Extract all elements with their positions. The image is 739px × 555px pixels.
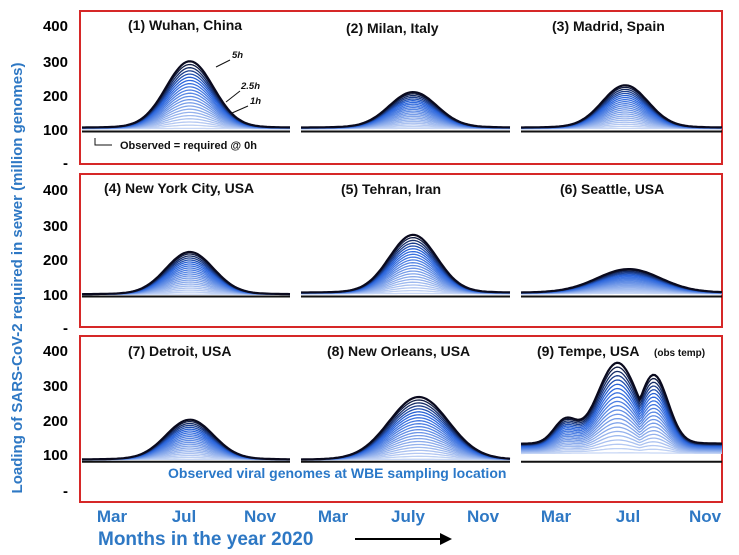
series-line-panel-7 (81, 437, 290, 461)
panel-title-1: (1) Wuhan, China (128, 17, 242, 33)
annotation-2-5h: 2.5h (240, 81, 260, 92)
y-axis-title: Loading of SARS-CoV-2 required in sewer … (9, 63, 26, 494)
series-line-panel-8 (300, 395, 511, 461)
observed-genomes-note: Observed viral genomes at WBE sampling l… (168, 465, 506, 481)
y-tick-100: 100 (43, 287, 68, 304)
annotation-5h: 5h (232, 50, 243, 61)
y-ticks-row-3: 400 300 200 100 - (43, 343, 68, 500)
curves-layer (81, 60, 723, 463)
month-label: Jul (616, 507, 641, 526)
series-line-panel-9 (520, 413, 722, 450)
y-tick-200: 200 (43, 252, 68, 269)
panel-title-9: (9) Tempe, USA (537, 343, 639, 359)
y-tick-400: 400 (43, 343, 68, 360)
y-tick-400: 400 (43, 18, 68, 35)
series-line-panel-3 (521, 84, 722, 129)
observed-note: Observed = required @ 0h (120, 140, 257, 152)
series-line-panel-2 (301, 90, 511, 129)
y-tick-300: 300 (43, 218, 68, 235)
panel-title-7: (7) Detroit, USA (128, 343, 231, 359)
x-axis-title: Months in the year 2020 (98, 529, 313, 550)
annotation-1h: 1h (250, 96, 261, 107)
series-line-panel-9 (520, 361, 723, 445)
series-line-panel-9 (521, 439, 722, 453)
panel-title-5: (5) Tehran, Iran (341, 181, 441, 197)
series-line-panel-4 (81, 250, 291, 296)
y-tick-100: 100 (43, 447, 68, 464)
series-line-panel-6 (520, 268, 723, 294)
y-tick-200: 200 (43, 88, 68, 105)
series-line-panel-9 (520, 400, 722, 449)
y-tick-0: - (63, 483, 68, 500)
series-line-panel-5 (301, 253, 510, 294)
y-tick-300: 300 (43, 378, 68, 395)
panel-title-6: (6) Seattle, USA (560, 181, 664, 197)
month-label: Mar (97, 507, 128, 526)
annotation-leader-2-5h (225, 90, 241, 103)
series-line-panel-4 (82, 259, 291, 295)
observed-note-leader (94, 138, 112, 146)
month-label: Nov (244, 507, 277, 526)
y-ticks-row-2: 400 300 200 100 - (43, 182, 68, 337)
y-tick-400: 400 (43, 182, 68, 199)
month-label: Nov (467, 507, 500, 526)
y-tick-0: - (63, 155, 68, 172)
series-line-panel-9 (521, 422, 722, 451)
month-label: Nov (689, 507, 722, 526)
y-tick-300: 300 (43, 54, 68, 71)
series-line-panel-4 (82, 271, 291, 295)
series-line-panel-7 (81, 418, 290, 461)
series-line-panel-9 (521, 392, 722, 448)
x-axis-arrow-head (440, 533, 452, 545)
row-frame-1 (79, 10, 723, 165)
row-frame-2 (79, 173, 723, 328)
series-line-panel-9 (521, 430, 722, 452)
annotation-leader-5h (215, 59, 231, 68)
series-line-panel-5 (300, 248, 510, 294)
month-label: Mar (318, 507, 349, 526)
panel-title-8: (8) New Orleans, USA (327, 343, 470, 359)
panel-title-9-suffix: (obs temp) (654, 348, 705, 359)
panel-title-3: (3) Madrid, Spain (552, 18, 665, 34)
annotation-leader-1h (231, 105, 249, 114)
row-frame-3 (79, 335, 723, 503)
panel-title-2: (2) Milan, Italy (346, 20, 439, 36)
series-line-panel-2 (301, 103, 510, 129)
series-line-panel-1 (82, 60, 290, 129)
y-tick-100: 100 (43, 122, 68, 139)
y-tick-200: 200 (43, 413, 68, 430)
month-label: July (391, 507, 426, 526)
y-tick-0: - (63, 320, 68, 337)
panel-title-4: (4) New York City, USA (104, 180, 254, 196)
series-line-panel-9 (521, 447, 723, 454)
month-label: Jul (172, 507, 197, 526)
y-ticks-row-1: 400 300 200 100 - (43, 18, 68, 172)
series-line-panel-5 (301, 233, 511, 294)
month-label: Mar (541, 507, 572, 526)
